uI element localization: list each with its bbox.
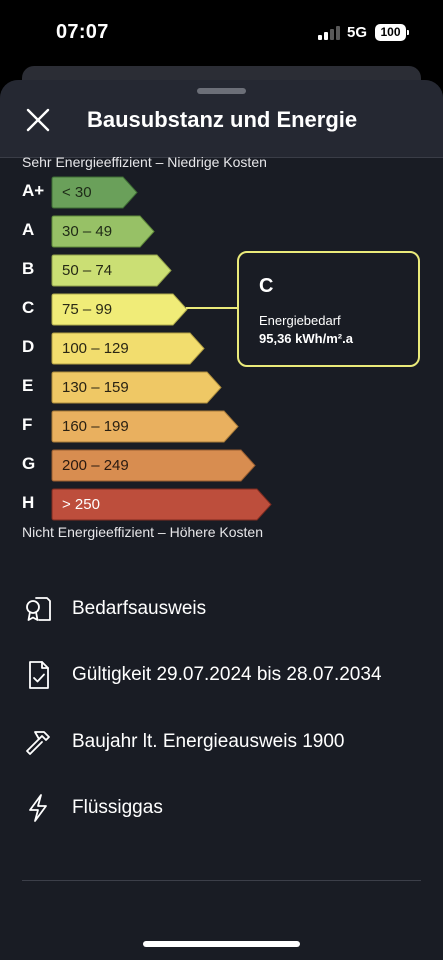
energy-bar-range: 30 – 49 — [62, 223, 113, 240]
callout-class: C — [259, 275, 274, 297]
signal-icon — [318, 26, 340, 40]
battery-icon: 100 — [375, 24, 409, 41]
home-indicator[interactable] — [143, 941, 300, 947]
sheet-header: Bausubstanz und Energie — [0, 80, 443, 158]
energy-bar-range: < 30 — [62, 184, 92, 201]
callout-connector — [186, 307, 238, 309]
energy-bar-range: > 250 — [62, 496, 100, 513]
energy-class-label: A — [22, 220, 35, 239]
energy-bar-shape — [51, 410, 239, 443]
energy-bar-range: 100 – 129 — [62, 340, 129, 357]
energy-row-c: C 75 – 99 — [0, 293, 300, 326]
energy-row-d: D 100 – 129 — [0, 332, 300, 365]
energy-bar-shape — [51, 254, 172, 287]
info-item-validity: Gültigkeit 29.07.2024 bis 28.07.2034 — [0, 654, 443, 694]
scale-bottom-label: Nicht Energieeffizient – Höhere Kosten — [22, 524, 263, 540]
info-item-energy-source: Flüssiggas — [0, 787, 443, 827]
energy-bar-range: 75 – 99 — [62, 301, 113, 318]
energy-class-label: E — [22, 376, 34, 395]
document-check-icon — [29, 661, 49, 689]
energy-bar-shape — [51, 293, 188, 326]
energy-bar-range: 50 – 74 — [62, 262, 113, 279]
energy-bar-shape — [51, 449, 256, 482]
info-item-text: Flüssiggas — [72, 797, 163, 818]
certificate-icon — [26, 597, 51, 621]
status-time: 07:07 — [56, 21, 109, 43]
energy-row-h: H > 250 — [0, 488, 300, 521]
bottom-sheet: Bausubstanz und Energie Sehr Energieeffi… — [0, 80, 443, 960]
energy-row-e: E 130 – 159 — [0, 371, 300, 404]
energy-class-label: H — [22, 493, 35, 512]
energy-class-label: D — [22, 337, 35, 356]
energy-bar-range: 130 – 159 — [62, 379, 129, 396]
info-item-text: Baujahr lt. Energieausweis 1900 — [72, 731, 345, 752]
energy-callout: C Energiebedarf 95,36 kWh/m².a — [237, 251, 420, 367]
close-button[interactable] — [22, 104, 54, 136]
info-item-text: Gültigkeit 29.07.2024 bis 28.07.2034 — [72, 664, 382, 685]
energy-bar-range: 160 – 199 — [62, 418, 129, 435]
info-item-construction-year: Baujahr lt. Energieausweis 1900 — [0, 721, 443, 761]
hammer-icon — [26, 731, 50, 755]
energy-bar-shape — [51, 488, 272, 521]
energy-row-b: B 50 – 74 — [0, 254, 300, 287]
sheet-title: Bausubstanz und Energie — [87, 107, 358, 132]
info-item-certificate-type: Bedarfsausweis — [0, 588, 443, 628]
sheet-grabber[interactable] — [197, 88, 246, 94]
status-bar: 07:07 5G 100 — [0, 0, 443, 64]
energy-row-a: A 30 – 49 — [0, 215, 300, 248]
info-item-text: Bedarfsausweis — [72, 598, 207, 619]
callout-label: Energiebedarf — [259, 313, 341, 328]
divider — [22, 880, 421, 881]
energy-bar-shape — [51, 176, 138, 209]
energy-bar-range: 200 – 249 — [62, 457, 129, 474]
energy-row-f: F 160 – 199 — [0, 410, 300, 443]
callout-value: 95,36 kWh/m².a — [259, 331, 353, 346]
energy-class-label: B — [22, 259, 35, 278]
energy-class-label: G — [22, 454, 36, 473]
lightning-icon — [29, 794, 47, 822]
energy-row-g: G 200 – 249 — [0, 449, 300, 482]
energy-class-label: F — [22, 415, 33, 434]
network-type: 5G — [347, 24, 368, 41]
close-icon — [26, 108, 50, 132]
energy-bar-shape — [51, 215, 155, 248]
energy-class-label: C — [22, 298, 35, 317]
energy-bar-shape — [51, 371, 222, 404]
energy-bar-shape — [51, 332, 205, 365]
energy-class-label: A+ — [22, 181, 45, 200]
energy-row-a-plus: A+ < 30 — [0, 176, 300, 209]
scale-top-label: Sehr Energieeffizient – Niedrige Kosten — [22, 154, 267, 170]
